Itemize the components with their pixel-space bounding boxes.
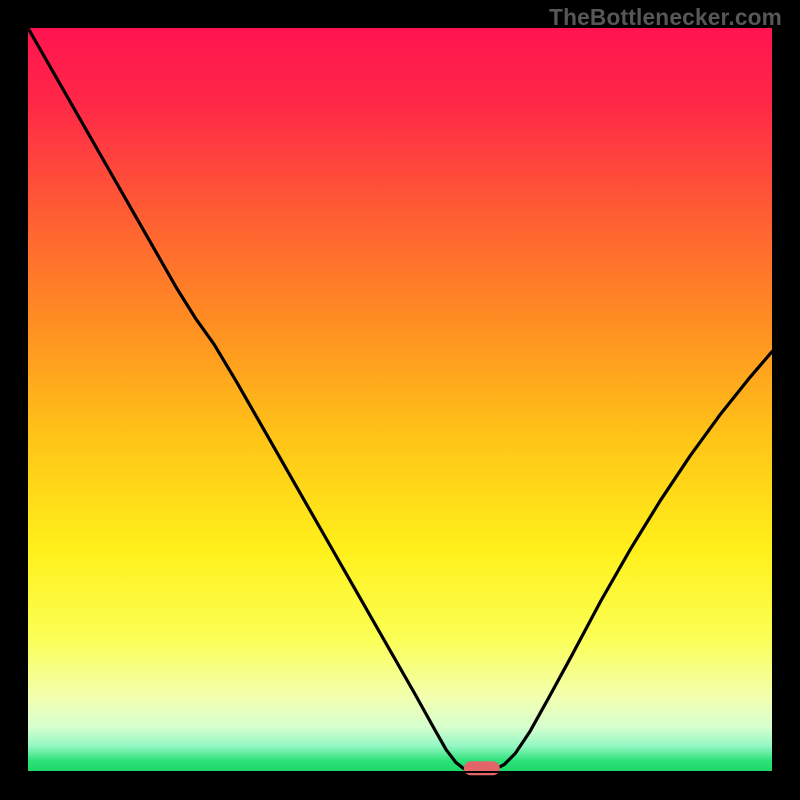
bottleneck-chart [0,0,800,800]
watermark-text: TheBottlenecker.com [549,4,782,31]
optimal-marker [464,761,500,775]
plot-background [28,28,772,772]
chart-frame: TheBottlenecker.com [0,0,800,800]
